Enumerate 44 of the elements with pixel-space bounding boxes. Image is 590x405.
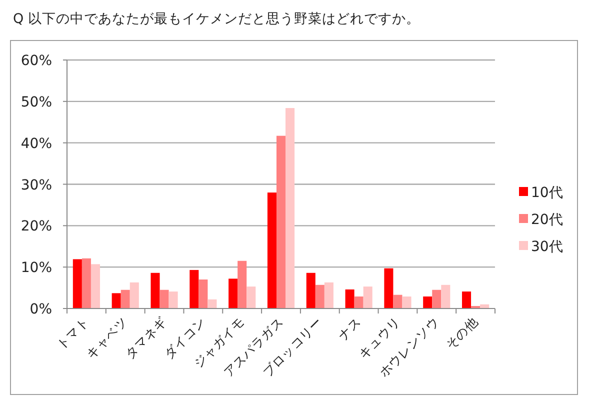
bar bbox=[363, 286, 372, 308]
x-tick-label: ナス bbox=[334, 314, 364, 344]
y-tick-label: 0% bbox=[30, 302, 52, 318]
bar bbox=[82, 258, 91, 308]
y-tick-label: 60% bbox=[20, 53, 52, 69]
bar bbox=[72, 259, 82, 308]
bar bbox=[190, 270, 199, 308]
y-tick-label: 50% bbox=[20, 94, 52, 110]
bar bbox=[130, 282, 139, 308]
y-tick-label: 40% bbox=[20, 136, 52, 152]
bar bbox=[393, 294, 402, 308]
bar bbox=[286, 108, 295, 308]
bar bbox=[306, 272, 316, 308]
bar bbox=[315, 284, 324, 308]
bar bbox=[238, 260, 247, 308]
bar bbox=[90, 264, 100, 308]
bar bbox=[120, 290, 130, 308]
bar bbox=[112, 293, 121, 308]
legend-label: 10代 bbox=[531, 185, 563, 201]
bar bbox=[208, 299, 217, 308]
bar bbox=[168, 292, 178, 308]
legend-label: 20代 bbox=[531, 212, 563, 228]
bar bbox=[345, 289, 354, 308]
bar bbox=[276, 136, 286, 308]
bar bbox=[198, 280, 208, 308]
bar bbox=[384, 268, 394, 308]
bar bbox=[441, 284, 450, 308]
chart-title: Q 以下の中であなたが最もイケメンだと思う野菜はどれですか。 bbox=[13, 11, 420, 27]
bar bbox=[160, 290, 169, 308]
bar bbox=[462, 292, 472, 308]
bar bbox=[228, 278, 238, 308]
bar bbox=[267, 192, 276, 308]
bar bbox=[402, 296, 412, 308]
bar bbox=[150, 272, 160, 308]
bar bbox=[246, 286, 256, 308]
bar bbox=[324, 282, 334, 308]
bar bbox=[423, 296, 432, 308]
y-tick-label: 20% bbox=[20, 218, 52, 235]
bar bbox=[354, 296, 364, 308]
y-tick-label: 30% bbox=[20, 177, 52, 194]
x-tick-label: その他 bbox=[442, 314, 481, 352]
y-tick-label: 10% bbox=[20, 260, 52, 276]
bar bbox=[432, 290, 442, 308]
legend-label: 30代 bbox=[531, 239, 563, 255]
